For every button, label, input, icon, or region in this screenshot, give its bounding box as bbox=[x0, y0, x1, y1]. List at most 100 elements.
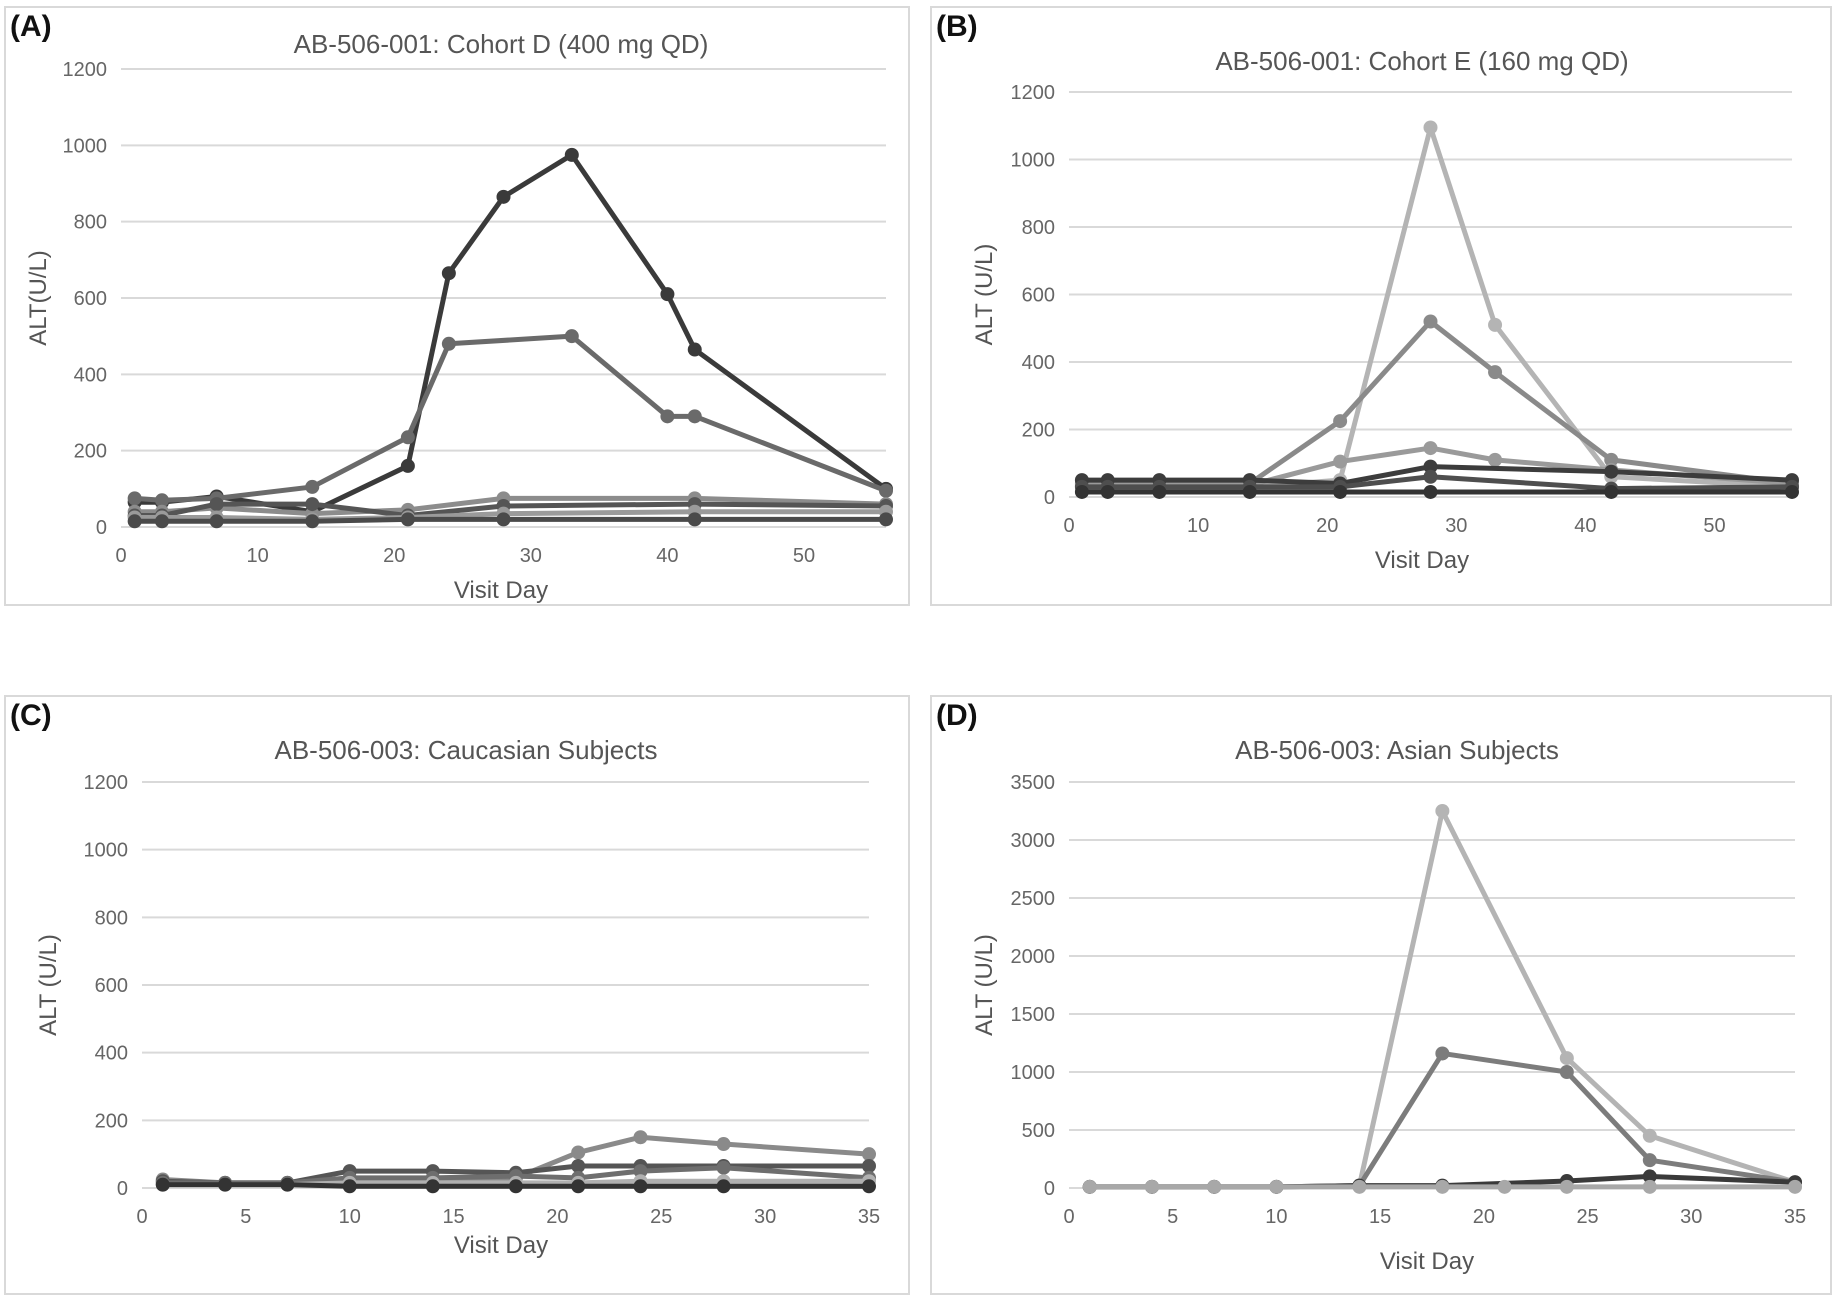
chart-svg: 0 200 400 600 800 1000 1200 0 10 20 30 40 50 AB-506-0… bbox=[971, 46, 1799, 574]
y-tick-label: 2500 bbox=[1011, 888, 1056, 910]
y-tick-label: 600 bbox=[95, 975, 128, 997]
chart-svg: 0 500 1000 1500 2000 2500 3000 3500 0 5 10 15 20 25 30… bbox=[971, 735, 1806, 1275]
x-tick-label: 35 bbox=[1784, 1206, 1806, 1228]
data-point bbox=[716, 1137, 731, 1152]
series-line-4 bbox=[134, 501, 887, 519]
data-point bbox=[1642, 1169, 1657, 1184]
y-tick-label: 1500 bbox=[1011, 1004, 1056, 1026]
series-line-1 bbox=[1081, 124, 1793, 490]
data-point bbox=[1333, 454, 1348, 469]
data-point bbox=[1604, 452, 1619, 467]
y-tick-label: 3000 bbox=[1011, 830, 1056, 852]
data-point bbox=[716, 1179, 731, 1194]
data-point bbox=[564, 147, 579, 162]
data-point bbox=[1423, 441, 1438, 456]
x-tick-label: 35 bbox=[858, 1206, 880, 1228]
data-point bbox=[1488, 365, 1503, 380]
y-tick-label: 0 bbox=[1044, 1178, 1055, 1200]
data-point bbox=[305, 497, 320, 512]
panel-label: (D) bbox=[936, 699, 978, 732]
x-tick-label: 10 bbox=[1265, 1206, 1287, 1228]
data-point bbox=[305, 514, 320, 529]
y-tick-label: 1000 bbox=[63, 135, 108, 157]
data-point bbox=[1488, 452, 1503, 467]
data-point bbox=[1785, 484, 1799, 499]
data-point bbox=[155, 1177, 170, 1192]
data-point bbox=[571, 1159, 586, 1174]
data-point bbox=[305, 479, 320, 494]
y-tick-label: 200 bbox=[1022, 420, 1055, 442]
data-point bbox=[716, 1160, 731, 1175]
data-point bbox=[342, 1179, 357, 1194]
data-point bbox=[1488, 317, 1503, 332]
data-point bbox=[508, 1179, 523, 1194]
data-point bbox=[1333, 484, 1348, 499]
x-axis-label: Visit Day bbox=[1380, 1248, 1474, 1275]
data-point bbox=[441, 266, 456, 281]
panel-b: 0 200 400 600 800 1000 1200 0 10 20 30 40 50 AB-506-0… bbox=[930, 6, 1832, 606]
x-tick-label: 10 bbox=[1187, 515, 1209, 537]
x-tick-label: 0 bbox=[1063, 515, 1074, 537]
x-tick-label: 20 bbox=[1316, 515, 1338, 537]
x-tick-label: 25 bbox=[1576, 1206, 1598, 1228]
data-point bbox=[209, 514, 224, 529]
y-tick-label: 1200 bbox=[84, 772, 129, 794]
data-point bbox=[1788, 1179, 1802, 1194]
y-tick-label: 1000 bbox=[1011, 1062, 1056, 1084]
data-point bbox=[571, 1145, 586, 1160]
x-tick-label: 5 bbox=[240, 1206, 251, 1228]
chart-title: AB-506-003: Caucasian Subjects bbox=[274, 735, 657, 765]
y-tick-label: 800 bbox=[95, 907, 128, 929]
y-tick-label: 600 bbox=[1022, 285, 1055, 307]
data-point bbox=[1423, 484, 1438, 499]
data-point bbox=[154, 493, 169, 508]
data-point bbox=[1604, 464, 1619, 479]
y-tick-label: 3500 bbox=[1011, 772, 1056, 794]
series-line-2 bbox=[134, 333, 887, 503]
y-tick-label: 0 bbox=[117, 1178, 128, 1200]
data-point bbox=[633, 1130, 648, 1145]
y-tick-label: 0 bbox=[96, 517, 107, 539]
data-point bbox=[1642, 1179, 1657, 1194]
y-tick-label: 800 bbox=[74, 212, 107, 234]
y-tick-label: 400 bbox=[1022, 352, 1055, 374]
panel-d: 0 500 1000 1500 2000 2500 3000 3500 0 5 10 15 20 25 30… bbox=[930, 695, 1832, 1295]
data-point bbox=[862, 1147, 876, 1162]
data-point bbox=[127, 514, 142, 529]
panel-c: 0 200 400 600 800 1000 1200 0 5 10 15 20 25 30 35 AB-50… bbox=[4, 695, 910, 1295]
data-point bbox=[1333, 414, 1348, 429]
x-tick-label: 0 bbox=[136, 1206, 147, 1228]
x-tick-label: 30 bbox=[1445, 515, 1467, 537]
data-point bbox=[1559, 1065, 1574, 1079]
data-point bbox=[154, 514, 169, 529]
data-point bbox=[496, 189, 511, 204]
chart-title: AB-506-001: Cohort D (400 mg QD) bbox=[294, 29, 709, 59]
data-point bbox=[1423, 314, 1438, 329]
data-point bbox=[280, 1177, 295, 1192]
data-point bbox=[1435, 804, 1450, 818]
panel-a: 0 200 400 600 800 1000 1200 0 10 20 30 40 50 AB-506-0… bbox=[4, 6, 910, 606]
data-point bbox=[1435, 1179, 1450, 1194]
data-point bbox=[127, 491, 142, 506]
data-point bbox=[1144, 1179, 1159, 1194]
data-point bbox=[687, 342, 702, 357]
series-line-5 bbox=[162, 1182, 869, 1189]
x-tick-label: 10 bbox=[246, 545, 268, 567]
x-tick-label: 40 bbox=[1574, 515, 1596, 537]
chart-svg: 0 200 400 600 800 1000 1200 0 5 10 15 20 25 30 35 AB-50… bbox=[35, 735, 880, 1259]
y-tick-label: 600 bbox=[74, 288, 107, 310]
x-tick-label: 0 bbox=[1063, 1206, 1074, 1228]
data-point bbox=[1559, 1051, 1574, 1066]
data-point bbox=[441, 336, 456, 351]
y-tick-label: 800 bbox=[1022, 217, 1055, 239]
panel-label: (A) bbox=[10, 10, 52, 43]
data-point bbox=[1152, 484, 1167, 499]
x-tick-label: 20 bbox=[1473, 1206, 1495, 1228]
data-point bbox=[1423, 120, 1438, 135]
series-line-5 bbox=[1081, 474, 1793, 492]
y-tick-label: 400 bbox=[95, 1043, 128, 1065]
x-tick-label: 10 bbox=[339, 1206, 361, 1228]
x-tick-label: 20 bbox=[383, 545, 405, 567]
series-line-2 bbox=[1081, 319, 1793, 486]
data-point bbox=[1642, 1153, 1657, 1168]
